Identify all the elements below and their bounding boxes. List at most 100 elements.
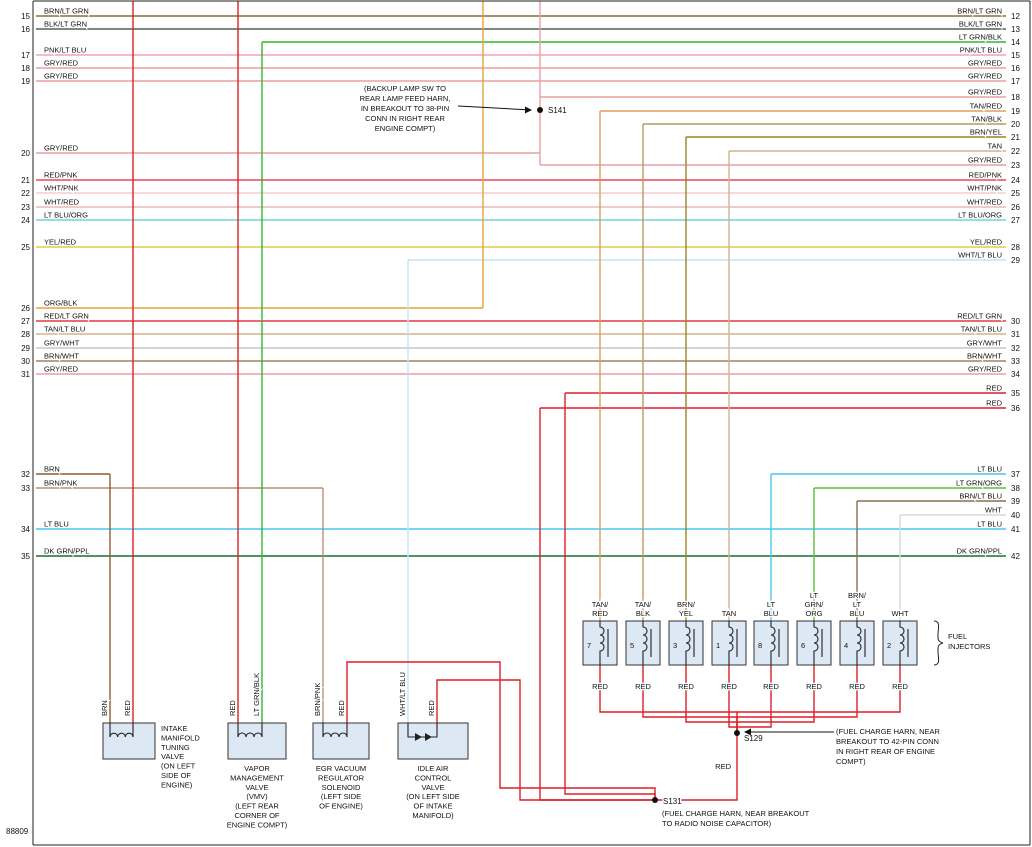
s141-note: REAR LAMP FEED HARN,: [360, 94, 451, 103]
wire-red: [539, 408, 655, 801]
right-pin-25: 25: [1011, 189, 1020, 198]
component-label: (ON LEFT SIDE: [406, 792, 460, 801]
wire-label: DK GRN/PPL: [44, 547, 89, 556]
note-arrow: [457, 105, 532, 111]
injector-coil-symbol: [770, 621, 776, 665]
lead-label: RED: [427, 700, 436, 716]
injector-top-label: BLU: [850, 609, 865, 618]
right-pin-29: 29: [1011, 256, 1020, 265]
injector-number: 3: [673, 641, 677, 650]
wire-label: LT BLU: [44, 520, 69, 529]
component-label: VAPOR: [244, 764, 270, 773]
component-label: MANIFOLD): [412, 811, 454, 820]
right-pin-24: 24: [1011, 176, 1020, 185]
right-pin-33: 33: [1011, 357, 1020, 366]
injector-top-label: WHT: [891, 609, 908, 618]
right-pin-17: 17: [1011, 77, 1020, 86]
injector-bottom-label: RED: [763, 682, 779, 691]
left-pin-29: 29: [21, 344, 30, 353]
arrowhead: [525, 106, 532, 114]
injector-coil-symbol: [599, 621, 605, 665]
wire-red: [737, 665, 858, 718]
injector-number: 7: [587, 641, 591, 650]
component-label: EGR VACUUM: [316, 764, 366, 773]
right-pin-15: 15: [1011, 51, 1020, 60]
right-pin-37: 37: [1011, 470, 1020, 479]
wire-label: GRY/RED: [44, 365, 79, 374]
component-label: INTAKE: [161, 724, 188, 733]
wire-label: LT GRN/ORG: [956, 479, 1002, 488]
right-pin-12: 12: [1011, 12, 1020, 21]
right-pin-30: 30: [1011, 317, 1020, 326]
right-pin-31: 31: [1011, 330, 1020, 339]
left-pin-27: 27: [21, 317, 30, 326]
wire-red: [655, 733, 738, 801]
wire-label: WHT: [985, 506, 1002, 515]
injector-top-label: BRN/: [848, 591, 867, 600]
coil-symbol: [322, 723, 348, 738]
component-label: CORNER OF: [235, 811, 280, 820]
left-pin-30: 30: [21, 357, 30, 366]
injector-top-label: RED: [592, 609, 608, 618]
wire-label: WHT/RED: [44, 198, 80, 207]
injector-bottom-label: RED: [849, 682, 865, 691]
right-pin-13: 13: [1011, 25, 1020, 34]
wire-label: TAN/RED: [970, 102, 1003, 111]
right-pin-42: 42: [1011, 552, 1020, 561]
wire-label: RED/LT GRN: [44, 312, 89, 321]
injector-top-label: TAN/: [592, 600, 609, 609]
wire-label: BRN/LT GRN: [44, 7, 89, 16]
iac-arrow: [425, 733, 432, 741]
wire-label: BLK/LT GRN: [44, 20, 87, 29]
left-pin-19: 19: [21, 77, 30, 86]
wire-red: [737, 665, 815, 723]
wire-label: GRY/RED: [968, 365, 1003, 374]
left-pin-23: 23: [21, 203, 30, 212]
lead-label: BRN/PNK: [313, 683, 322, 716]
wire-red: [346, 661, 656, 800]
component-label: SOLENOID: [322, 783, 361, 792]
component-label: VALVE: [245, 783, 268, 792]
injector-coil-symbol: [813, 621, 819, 665]
wire-label: GRY/RED: [44, 72, 79, 81]
right-pin-32: 32: [1011, 344, 1020, 353]
wire-label: RED: [715, 762, 731, 771]
wire-label: TAN/LT BLU: [961, 325, 1002, 334]
wire-label: BRN: [44, 465, 60, 474]
s131-note: (FUEL CHARGE HARN, NEAR BREAKOUT: [662, 809, 810, 818]
wire-red: [642, 665, 738, 733]
arrowhead: [744, 728, 751, 736]
wire-label: GRY/RED: [44, 59, 79, 68]
coil-symbol: [109, 723, 134, 738]
component-label: MANIFOLD: [161, 733, 200, 742]
right-pin-27: 27: [1011, 216, 1020, 225]
left-pin-34: 34: [21, 525, 30, 534]
left-pin-31: 31: [21, 370, 30, 379]
wire-label: BRN/LT BLU: [959, 492, 1002, 501]
right-pin-23: 23: [1011, 161, 1020, 170]
left-pin-20: 20: [21, 149, 30, 158]
component-label: OF ENGINE): [319, 802, 363, 811]
injector-bottom-label: RED: [806, 682, 822, 691]
left-pin-17: 17: [21, 51, 30, 60]
injector-top-label: TAN: [722, 609, 736, 618]
wire-label: WHT/PNK: [44, 184, 79, 193]
wire-label: RED: [986, 384, 1002, 393]
injector-coil-symbol: [685, 621, 691, 665]
injector-top-label: ORG: [805, 609, 822, 618]
injector-coil-symbol: [642, 621, 648, 665]
right-pin-35: 35: [1011, 389, 1020, 398]
wire-label: BRN/PNK: [44, 479, 77, 488]
right-pin-28: 28: [1011, 243, 1020, 252]
injector-bottom-label: RED: [635, 682, 651, 691]
wire-label: BRN/WHT: [967, 352, 1002, 361]
wire-label: TAN/BLK: [971, 115, 1002, 124]
left-pin-28: 28: [21, 330, 30, 339]
left-pin-33: 33: [21, 484, 30, 493]
component-label: SIDE OF: [161, 771, 191, 780]
wire-red: [737, 665, 901, 713]
component-label: IDLE AIR: [418, 764, 449, 773]
lead-label: RED: [123, 700, 132, 716]
wire-label: GRY/RED: [44, 144, 79, 153]
